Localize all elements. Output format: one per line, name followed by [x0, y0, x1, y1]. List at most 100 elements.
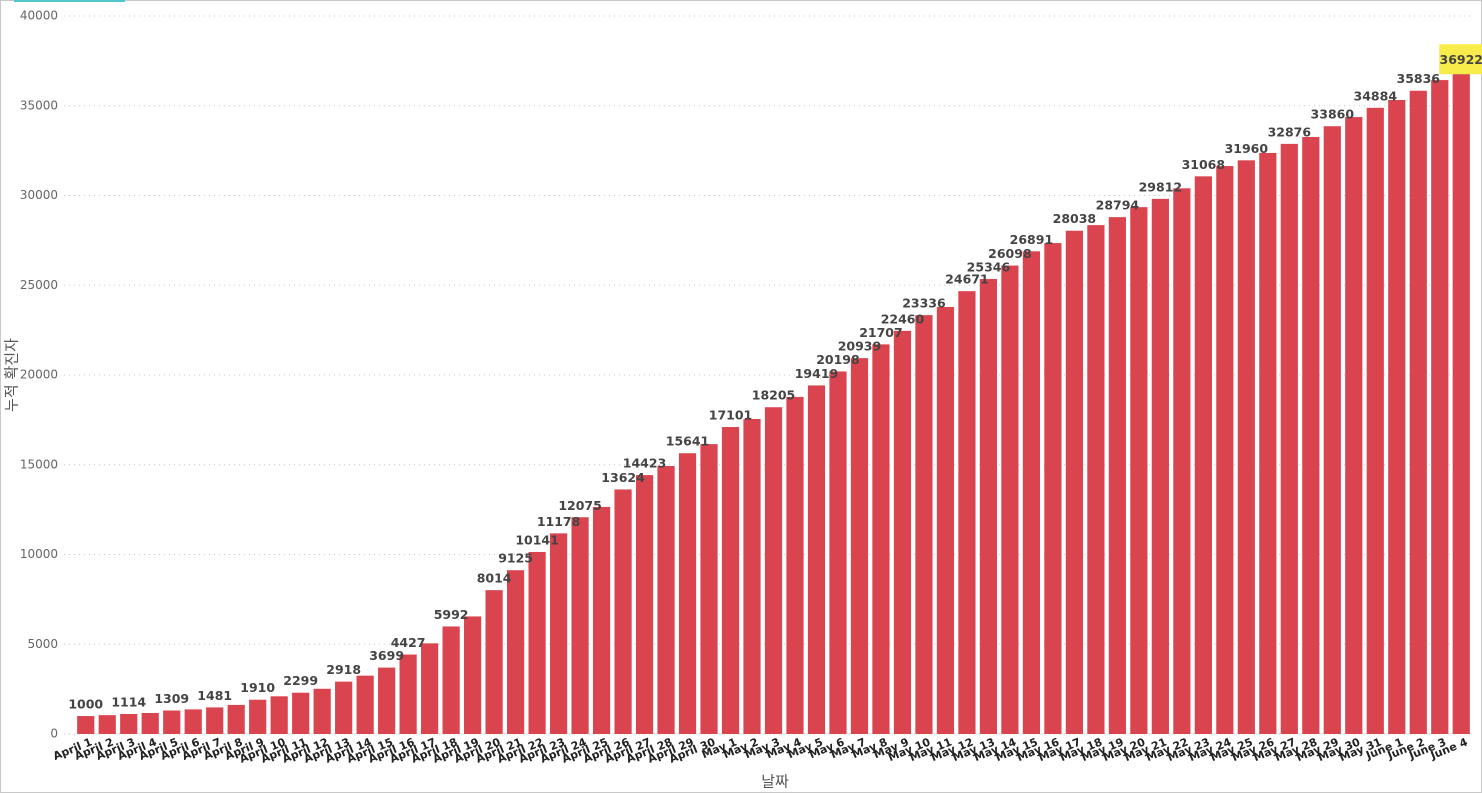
- label-highlight: [1439, 44, 1482, 75]
- bar: [549, 533, 568, 734]
- bar: [721, 427, 740, 734]
- bar: [313, 688, 331, 734]
- bar: [356, 675, 374, 734]
- data-label: 13624: [601, 470, 645, 485]
- bar: [786, 396, 804, 734]
- bar: [184, 709, 202, 734]
- bar: [1173, 188, 1191, 734]
- bar: [915, 315, 933, 734]
- bar: [678, 453, 697, 734]
- bar: [1323, 126, 1341, 734]
- bar: [979, 279, 998, 734]
- x-axis-title: 날짜: [761, 773, 789, 791]
- data-label: 26098: [988, 246, 1032, 261]
- data-label: 5992: [434, 607, 469, 622]
- data-label: 24671: [945, 272, 989, 287]
- bar: [506, 570, 525, 734]
- bar: [893, 330, 912, 734]
- y-tick-label: 35000: [20, 98, 58, 112]
- bar: [1194, 176, 1212, 734]
- data-label: 28794: [1096, 198, 1140, 213]
- bar: [1022, 251, 1041, 734]
- bar: [270, 696, 288, 734]
- bar: [1151, 198, 1169, 734]
- data-label: 18205: [752, 388, 796, 403]
- bar: [1044, 243, 1062, 734]
- data-label: 17101: [709, 408, 753, 423]
- data-label: 1910: [240, 680, 275, 695]
- bar: [592, 506, 611, 734]
- bar: [743, 418, 761, 734]
- data-label: 19419: [795, 366, 839, 381]
- bar: [657, 466, 675, 734]
- data-label: 3699: [369, 648, 404, 663]
- data-label: 23336: [902, 296, 946, 311]
- data-label: 1000: [68, 697, 103, 712]
- bar: [1216, 166, 1234, 734]
- y-tick-label: 40000: [20, 9, 58, 23]
- y-tick-label: 30000: [20, 188, 58, 202]
- bar: [872, 344, 890, 734]
- data-label: 31960: [1225, 141, 1269, 156]
- bar: [1366, 107, 1384, 734]
- data-label: 28038: [1053, 211, 1097, 226]
- bar: [485, 590, 503, 734]
- data-label: 4427: [391, 635, 426, 650]
- bar: [335, 681, 353, 734]
- data-label: 25346: [967, 260, 1011, 275]
- y-tick-label: 5000: [27, 637, 58, 651]
- bar: [1130, 207, 1148, 735]
- bar: [1108, 217, 1126, 734]
- data-label: 2299: [283, 673, 318, 688]
- data-label: 1309: [154, 691, 189, 706]
- bar: [120, 714, 138, 734]
- bar: [1409, 90, 1427, 735]
- bar: [227, 704, 245, 734]
- bar: [700, 444, 718, 734]
- bar: [1302, 136, 1320, 734]
- bar: [1065, 230, 1083, 734]
- bar: [249, 699, 267, 734]
- data-label: 26891: [1010, 232, 1054, 247]
- data-label: 20198: [816, 352, 860, 367]
- bar: [571, 517, 589, 734]
- bar: [77, 716, 95, 734]
- data-label: 10141: [515, 532, 559, 547]
- bar: [464, 616, 482, 734]
- bar: [807, 385, 826, 734]
- data-label: 36922: [1440, 52, 1482, 67]
- bar: [614, 489, 632, 734]
- bar: [635, 475, 654, 734]
- data-label: 1481: [197, 688, 232, 703]
- bar: [850, 358, 869, 734]
- tab-indicator: [14, 0, 125, 2]
- bar: [399, 654, 417, 734]
- y-tick-label: 25000: [20, 278, 58, 292]
- bar: [1431, 80, 1449, 735]
- data-label: 31068: [1182, 157, 1226, 172]
- bar: [98, 715, 116, 734]
- y-tick-label: 20000: [20, 368, 58, 382]
- data-label: 9125: [498, 551, 533, 566]
- bar: [1345, 117, 1363, 735]
- bar: [1452, 71, 1470, 734]
- bar: [421, 643, 439, 734]
- y-tick-label: 10000: [20, 547, 58, 561]
- data-label: 1114: [111, 695, 146, 710]
- data-label: 12075: [558, 498, 602, 513]
- y-tick-label: 0: [50, 727, 58, 741]
- bar: [1280, 143, 1298, 734]
- data-label: 29812: [1139, 179, 1183, 194]
- data-label: 11178: [537, 514, 581, 529]
- bar: [292, 692, 310, 734]
- y-tick-label: 15000: [20, 457, 58, 471]
- bar: [829, 371, 847, 734]
- y-axis-title: 누적 확진자: [3, 338, 21, 412]
- data-label: 14423: [623, 456, 667, 471]
- bar: [936, 306, 955, 734]
- bar: [1001, 265, 1019, 734]
- bar: [378, 667, 396, 734]
- bar: [764, 407, 783, 734]
